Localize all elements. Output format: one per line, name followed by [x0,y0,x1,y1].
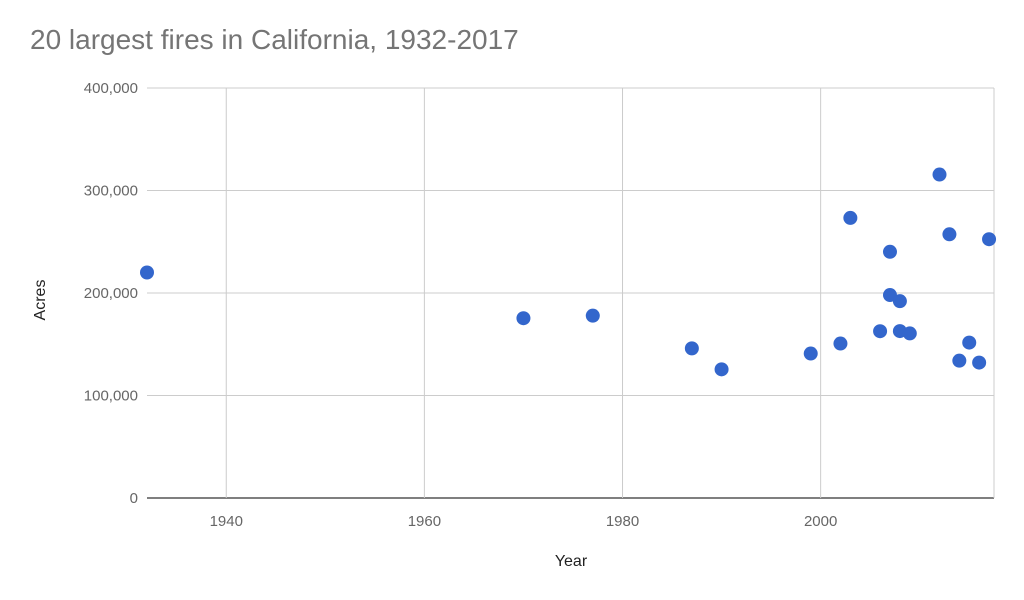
data-point [803,346,818,361]
x-tick-label: 1940 [210,513,243,530]
y-tick-label: 100,000 [84,388,138,405]
data-point [873,324,888,339]
data-point [714,362,729,377]
y-axis-title: Acres [32,280,49,321]
data-point [833,336,848,351]
data-point [962,335,977,350]
y-tick-label: 200,000 [84,285,138,302]
data-point [892,294,907,309]
x-tick-label: 1960 [408,513,441,530]
data-point [882,244,897,259]
y-tick-label: 400,000 [84,80,138,97]
data-point [516,311,531,326]
y-tick-label: 0 [130,490,138,507]
x-tick-label: 1980 [606,513,639,530]
grid-layer: 0 100,000 200,000 300,000 400,000 1940 1960 198… [84,80,995,530]
y-tick-label: 300,000 [84,183,138,200]
data-point [932,167,947,182]
data-point [972,355,987,370]
chart-title: 20 largest fires in California, 1932-201… [30,24,519,55]
data-point [140,265,154,280]
x-axis-title: Year [555,553,588,570]
data-point [942,227,957,242]
data-point [585,308,600,323]
data-point [982,232,997,247]
x-tick-label: 2000 [804,513,837,530]
data-point [902,326,917,341]
data-point [952,353,967,368]
data-point [843,210,858,225]
data-point [684,341,699,356]
points-layer [140,167,997,377]
